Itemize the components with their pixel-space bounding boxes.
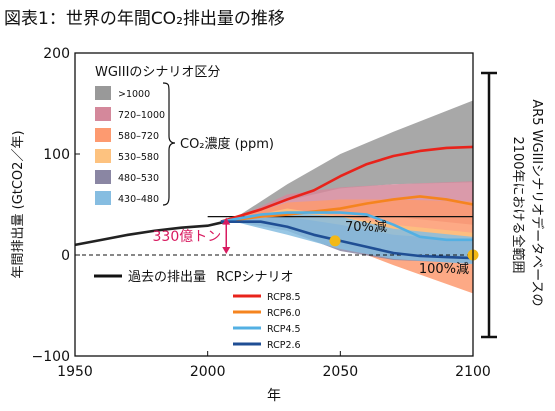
legend-label-720-1000: 720–1000 (118, 110, 165, 121)
legend-label-1000: >1000 (118, 89, 150, 100)
x-axis-label: 年 (267, 388, 281, 404)
reduction-100-label: 100%減 (419, 261, 469, 277)
legend-swatch-1000 (95, 86, 111, 100)
scenario-range-areas (234, 100, 473, 294)
legend-label-580-720: 580–720 (118, 131, 159, 142)
rcp-label-text: RCPシナリオ (216, 270, 293, 285)
legend-label-480-530: 480–530 (118, 173, 159, 184)
x-tick-label-2000: 2000 (190, 364, 226, 380)
x-tick-label-2100: 2100 (455, 364, 491, 380)
rcp-legend-label-rcp4-5: RCP4.5 (267, 324, 301, 335)
historical-emissions-line (74, 218, 235, 247)
x-tick-label-2050: 2050 (323, 364, 359, 380)
x-tick-label-1950: 1950 (57, 364, 93, 380)
side-range-label-line2: 2100年における全範囲 (510, 136, 526, 273)
legend-swatch-430-480 (95, 191, 111, 205)
range-area-1000 (234, 100, 473, 219)
reduction-70-label: 70%減 (345, 219, 387, 235)
rcp-legend-label-rcp8-5: RCP8.5 (267, 292, 301, 303)
legend-swatch-720-1000 (95, 107, 111, 121)
legend-swatch-480-530 (95, 170, 111, 184)
gap-label: 330億トン (153, 229, 222, 245)
legend-swatch-530-580 (95, 149, 111, 163)
reduction-marker-1 (329, 235, 341, 247)
gap-annotation: 330億トン (153, 217, 231, 254)
side-range-label: AR5 WGIIIシナリオデータベースの 2100年における全範囲 (510, 99, 545, 310)
y-tick-label-100: 100 (43, 147, 70, 163)
rcp-legend-label-rcp6-0: RCP6.0 (267, 308, 301, 319)
legend-title: WGIIIのシナリオ区分 (95, 65, 220, 80)
y-axis-label: 年間排出量 (GtCO2／年) (11, 130, 26, 278)
history-label-text: 過去の排出量 (128, 270, 206, 285)
concentration-brace (162, 82, 176, 206)
gap-arrow-head-bottom (222, 247, 231, 254)
axes: 1950 2000 2050 2100 −100 0 100 200 年 年間排出量 (GtCO2… (11, 46, 491, 404)
y-tick-label-0: 0 (61, 248, 70, 264)
chart-title: 図表1：世界の年間CO₂排出量の推移 (4, 9, 285, 29)
rcp-legend-label-rcp2-6: RCP2.6 (267, 340, 301, 351)
range-area-430-480 (234, 212, 473, 265)
scenario-legend: >1000 720–1000 580–720 530–580 480–530 430–48… (95, 86, 165, 205)
side-range-label-line1: AR5 WGIIIシナリオデータベースの (529, 99, 545, 306)
legend-label-430-480: 430–480 (118, 194, 159, 205)
concentration-label: CO₂濃度 (ppm) (180, 136, 274, 152)
gap-arrow-head-top (222, 217, 231, 225)
legend-label-530-580: 530–580 (118, 152, 159, 163)
series-line-rcp8-5 (220, 145, 474, 223)
rcp-legend: RCP8.5 RCP6.0 RCP4.5 RCP2.6 (233, 292, 301, 351)
series-lines (74, 145, 474, 260)
legend-swatch-580-720 (95, 128, 111, 142)
series-line-rcp6-0 (220, 195, 474, 223)
series-line-rcp4-5 (220, 211, 473, 242)
y-tick-label--100: −100 (32, 349, 70, 365)
plot-frame (74, 52, 474, 357)
y-tick-label-200: 200 (43, 46, 70, 62)
history-legend-label: 過去の排出量 RCPシナリオ (128, 270, 293, 285)
series-line-rcp2-6 (220, 220, 474, 260)
